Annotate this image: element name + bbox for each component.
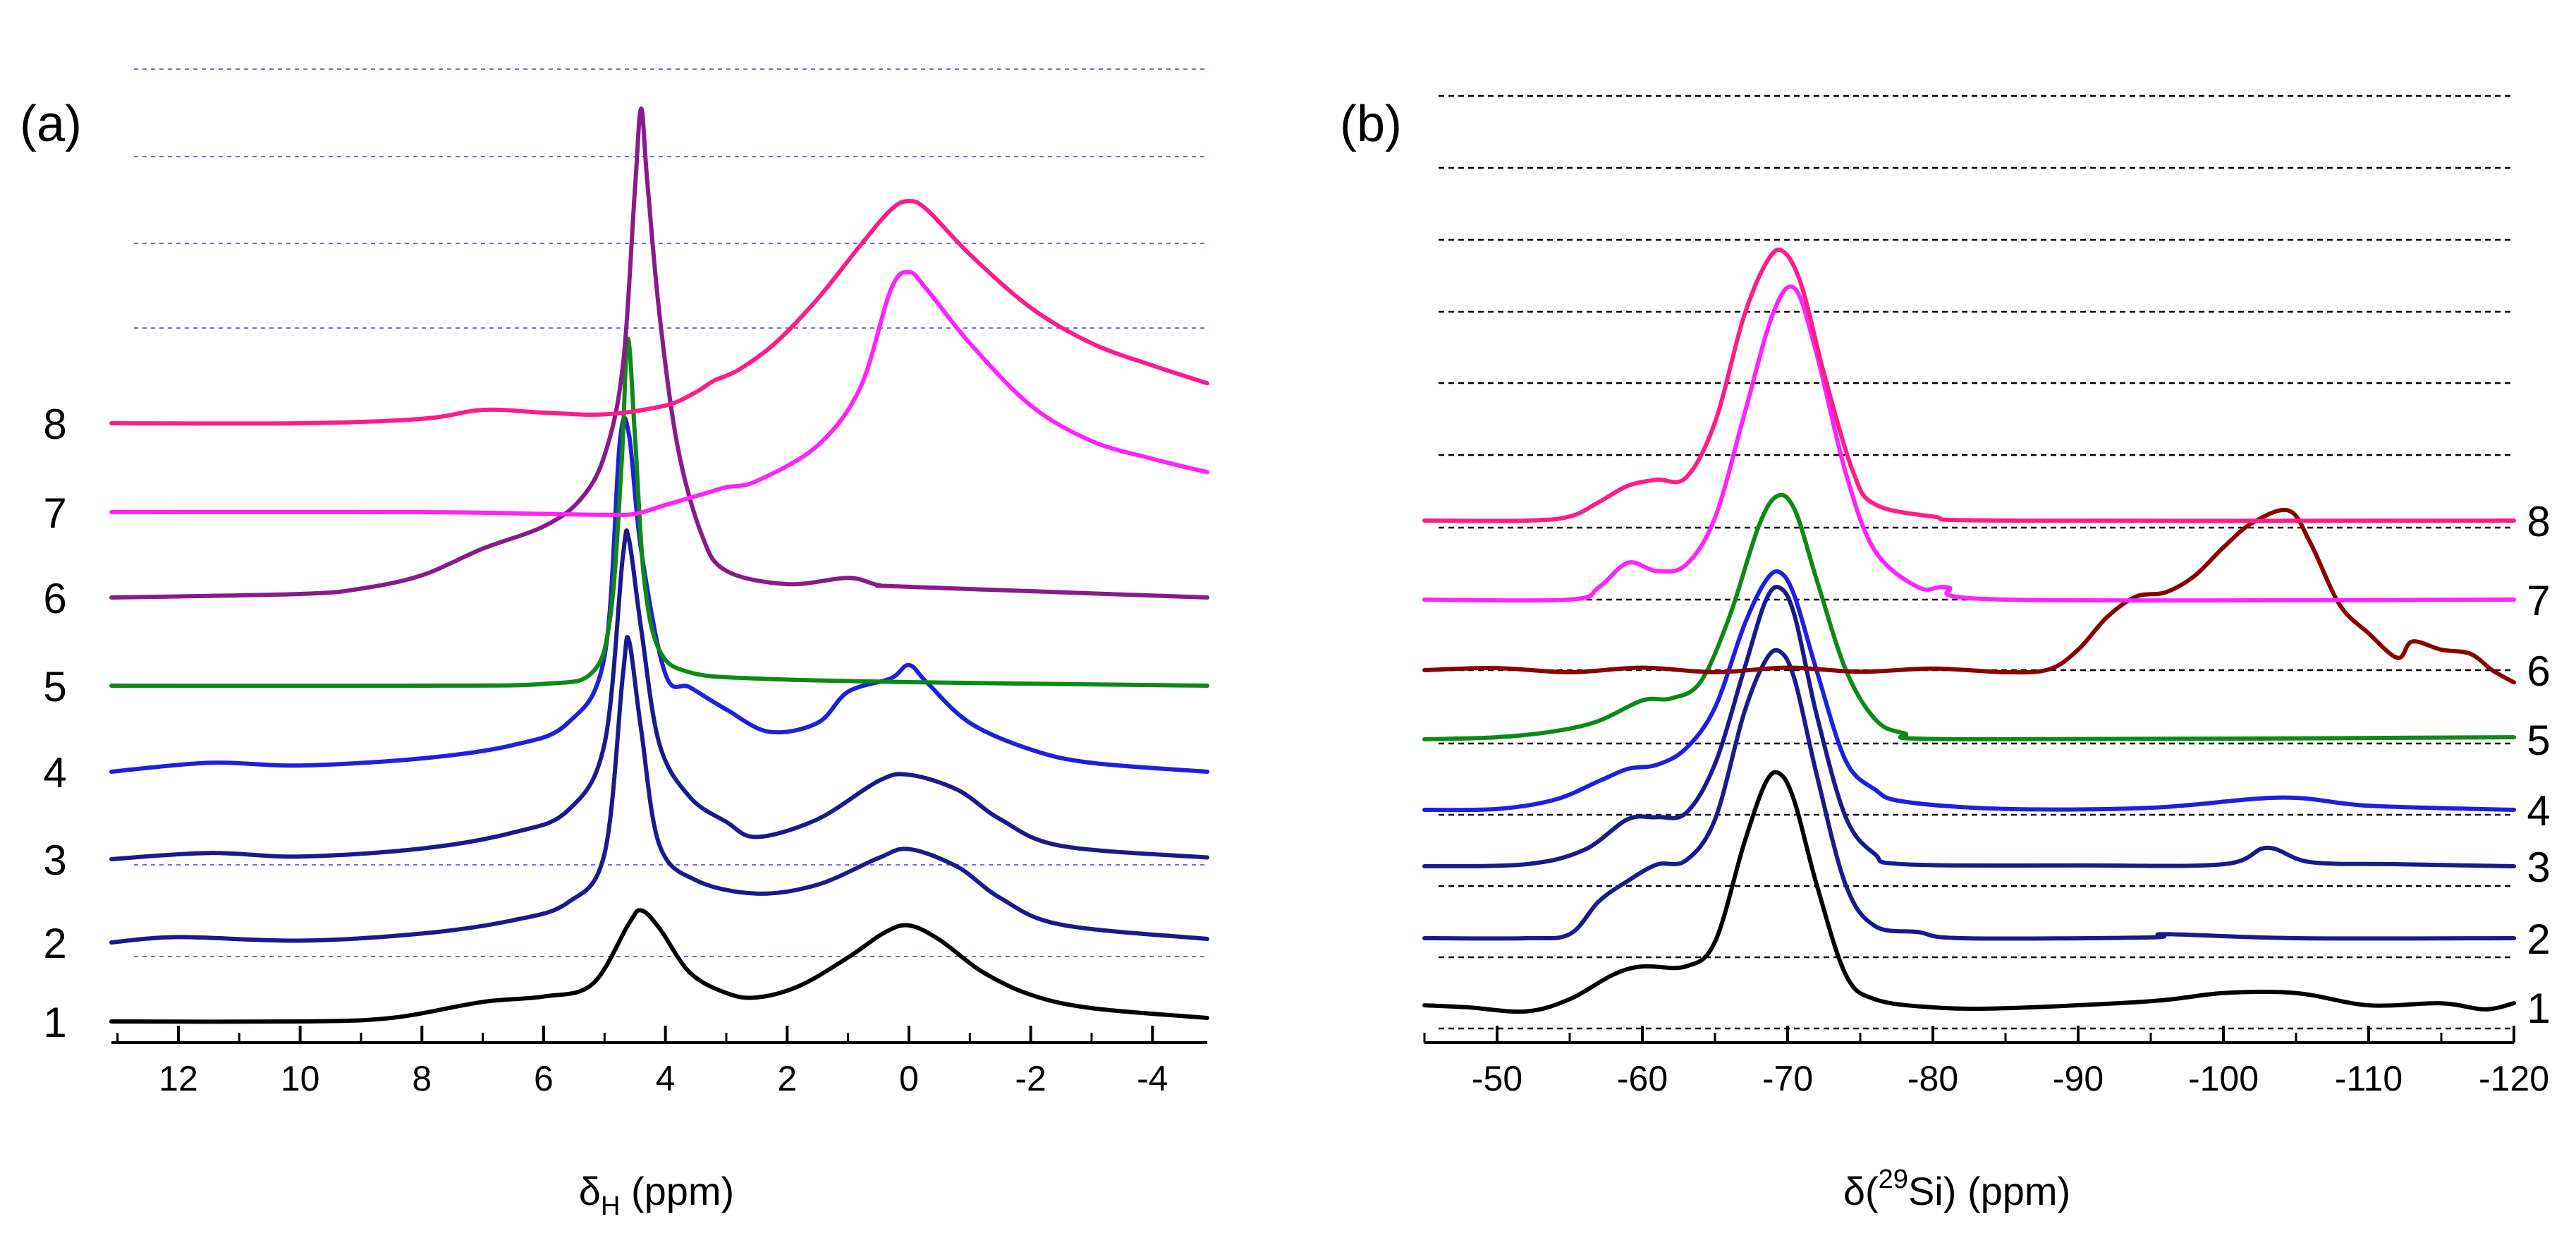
curve-label-b-3: 3 — [2527, 844, 2550, 891]
curve-label-b-5: 5 — [2527, 717, 2550, 764]
x-tick-label: -80 — [1907, 1059, 1958, 1098]
panel-b-x-axis-title: δ(29Si) (ppm) — [1843, 1165, 2070, 1213]
curve-label-b-2: 2 — [2527, 916, 2550, 963]
x-tick-label: -100 — [2188, 1059, 2259, 1098]
spectrum-a-8 — [109, 199, 1209, 426]
x-tick-label: -60 — [1617, 1059, 1668, 1098]
panel-b-label: (b) — [1340, 96, 1402, 152]
spectrum-a-3 — [109, 528, 1209, 861]
curve-label-a-7: 7 — [43, 490, 66, 537]
x-tick-label: 4 — [656, 1059, 676, 1098]
curve-label-a-2: 2 — [43, 920, 66, 967]
panel-b-x-title-sup: 29 — [1879, 1165, 1908, 1194]
spectrum-a-5 — [109, 336, 1209, 688]
spectrum-a-6 — [109, 106, 1209, 600]
spectrum-b-6 — [1422, 507, 2516, 685]
panel-b-x-title-main: δ( — [1843, 1169, 1879, 1213]
x-tick-label: 6 — [534, 1059, 554, 1098]
x-tick-label: -4 — [1137, 1059, 1168, 1098]
spectrum-b-8 — [1422, 247, 2516, 523]
curve-label-a-1: 1 — [43, 999, 66, 1046]
panel-a-curve-labels: 1 2 3 4 5 6 7 8 — [43, 401, 66, 1046]
x-tick-label: -50 — [1472, 1059, 1522, 1098]
panel-a-x-title-rest: (ppm) — [620, 1169, 734, 1213]
x-tick-label: -90 — [2053, 1059, 2104, 1098]
x-tick-label: -120 — [2479, 1059, 2549, 1098]
x-tick-label: -2 — [1015, 1059, 1046, 1098]
panel-b-tick-labels: -50 -60 -70 -80 -90 -100 -110 -120 — [1472, 1059, 2549, 1098]
x-tick-label: 8 — [412, 1059, 432, 1098]
curve-label-b-6: 6 — [2527, 648, 2550, 695]
curve-label-b-1: 1 — [2527, 985, 2550, 1032]
curve-label-a-3: 3 — [43, 837, 66, 884]
curve-label-a-6: 6 — [43, 575, 66, 622]
x-tick-label: -70 — [1762, 1059, 1813, 1098]
spectrum-b-4 — [1422, 569, 2516, 813]
panel-b-offset-gridlines — [1439, 95, 2510, 1030]
curve-label-a-5: 5 — [43, 663, 66, 710]
panel-a-tick-labels: 12 10 8 6 4 2 0 -2 -4 — [159, 1059, 1168, 1098]
x-tick-label: 0 — [899, 1059, 919, 1098]
panel-b-x-title-rest: Si) (ppm) — [1908, 1169, 2070, 1213]
panel-a-x-title-main: δ — [579, 1169, 601, 1213]
curve-label-b-8: 8 — [2527, 498, 2550, 545]
panel-b-spectra — [1422, 247, 2516, 1014]
spectrum-b-7 — [1422, 284, 2516, 603]
panel-a-x-axis-title: δH (ppm) — [579, 1169, 734, 1221]
panel-b-nmr-29si: -50 -60 -70 -80 -90 -100 -110 -120 1 2 3 4 5 6 7 8 (b)… — [1340, 95, 2551, 1213]
x-tick-label: -110 — [2335, 1059, 2403, 1098]
panel-a-x-title-sub: H — [601, 1191, 620, 1221]
panel-a-spectra — [109, 106, 1209, 1024]
spectrum-b-2 — [1422, 648, 2516, 941]
panel-a-label: (a) — [20, 96, 82, 152]
curve-label-a-4: 4 — [43, 749, 66, 796]
curve-label-b-4: 4 — [2527, 787, 2550, 835]
spectrum-a-7 — [109, 269, 1209, 518]
spectrum-b-5 — [1422, 492, 2516, 742]
x-tick-label: 10 — [281, 1059, 320, 1098]
panel-b-curve-labels: 1 2 3 4 5 6 7 8 — [2527, 498, 2550, 1032]
spectrum-a-2 — [109, 635, 1209, 945]
curve-label-a-8: 8 — [43, 401, 66, 448]
spectrum-a-1 — [109, 908, 1209, 1024]
panel-a-x-axis — [111, 1026, 1207, 1044]
x-tick-label: 12 — [159, 1059, 198, 1098]
spectrum-b-1 — [1422, 770, 2516, 1014]
x-tick-label: 2 — [777, 1059, 797, 1098]
spectrum-b-3 — [1422, 584, 2516, 868]
curve-label-b-7: 7 — [2527, 577, 2550, 624]
panel-b-x-axis — [1423, 1026, 2515, 1044]
